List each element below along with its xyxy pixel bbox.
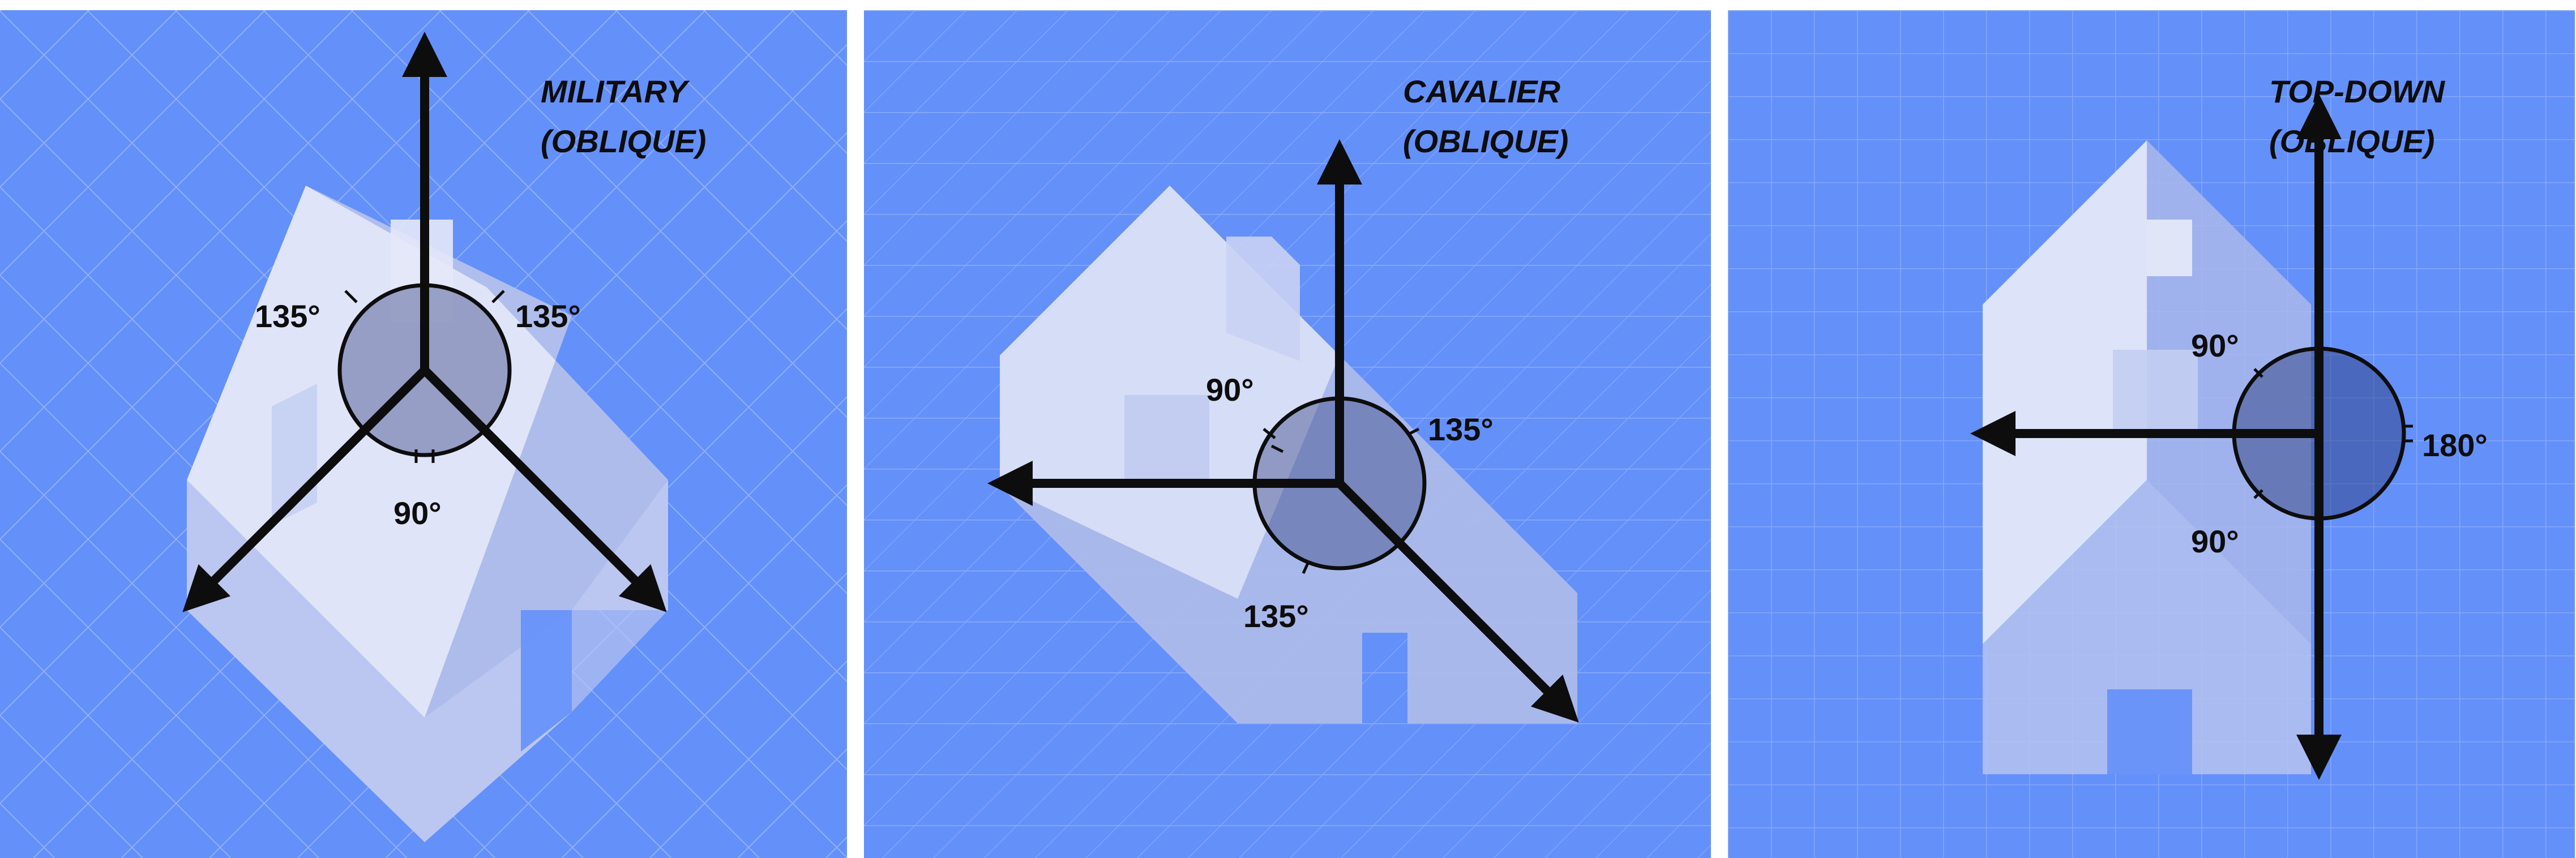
top-down-diagram: 90° 180° 90° — [1728, 10, 2575, 858]
diagram-title: TOP-DOWN (OBLIQUE) — [2269, 67, 2445, 166]
angle-label: 135° — [1428, 411, 1494, 447]
diagram-title: MILITARY (OBLIQUE) — [541, 67, 706, 166]
axis-arrow-icon — [987, 139, 1579, 723]
title-subline: (OBLIQUE) — [2269, 123, 2435, 159]
angle-label: 135° — [255, 298, 320, 334]
axis-arrow-icon — [182, 32, 667, 612]
house-icon — [187, 186, 668, 842]
angle-label: 180° — [2422, 427, 2488, 463]
angle-label: 90° — [1206, 372, 1254, 407]
angle-label: 90° — [393, 495, 442, 531]
cavalier-diagram: 90° 135° 135° — [864, 10, 1711, 858]
house-icon — [1983, 140, 2311, 774]
military-diagram: 135° 135° 90° — [0, 10, 847, 858]
title-subline: (OBLIQUE) — [541, 123, 707, 159]
angle-label: 90° — [2191, 524, 2239, 559]
title-subline: (OBLIQUE) — [1403, 123, 1569, 159]
title-line: MILITARY — [541, 74, 688, 109]
military-oblique-panel: 135° 135° 90° MILITARY (OBLIQUE) — [0, 10, 847, 858]
top-down-oblique-panel: 90° 180° 90° TOP-DOWN (OBLIQUE) — [1728, 10, 2575, 858]
angle-label: 90° — [2191, 328, 2239, 363]
diagram-title: CAVALIER (OBLIQUE) — [1403, 67, 1568, 166]
angle-label: 135° — [515, 298, 581, 334]
cavalier-oblique-panel: 90° 135° 135° CAVALIER (OBLIQUE) — [864, 10, 1711, 858]
title-line: CAVALIER — [1403, 74, 1560, 109]
title-line: TOP-DOWN — [2269, 74, 2445, 109]
axis-arrow-icon — [1970, 94, 2342, 780]
angle-label: 135° — [1243, 598, 1309, 634]
